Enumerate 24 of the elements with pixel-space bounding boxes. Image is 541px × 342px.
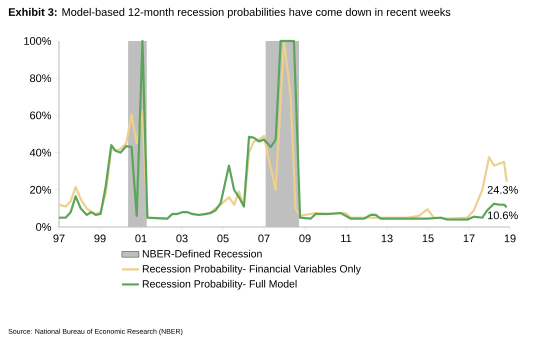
x-tick-label: 09 bbox=[299, 234, 311, 242]
x-tick-label: 15 bbox=[422, 234, 434, 242]
y-tick-label: 80% bbox=[30, 74, 52, 82]
y-tick-label: 40% bbox=[30, 148, 52, 156]
legend-label: NBER-Defined Recession bbox=[142, 250, 262, 258]
x-tick-label: 03 bbox=[176, 234, 188, 242]
chart-title: Exhibit 3: Model-based 12-month recession probabilities have come down in recent weeks bbox=[8, 8, 450, 18]
x-tick-label: 01 bbox=[135, 234, 147, 242]
annotation: 10.6% bbox=[488, 211, 518, 220]
x-tick-label: 99 bbox=[94, 234, 106, 242]
x-tick-label: 07 bbox=[258, 234, 270, 242]
x-tick-label: 13 bbox=[382, 234, 393, 242]
legend-label: Recession Probability- Full Model bbox=[142, 280, 297, 290]
y-tick-label: 0% bbox=[36, 223, 52, 231]
y-tick-label: 60% bbox=[30, 112, 52, 120]
y-tick-label: 20% bbox=[30, 186, 52, 194]
x-tick-label: 19 bbox=[504, 234, 516, 242]
x-tick-label: 17 bbox=[464, 234, 475, 242]
x-tick-label: 05 bbox=[217, 234, 229, 242]
x-tick-label: 97 bbox=[53, 234, 65, 242]
y-tick-label: 100% bbox=[24, 37, 52, 45]
legend-label: Recession Probability- Financial Variables Only bbox=[142, 264, 361, 275]
annotation: 24.3% bbox=[488, 186, 518, 194]
x-tick-label: 11 bbox=[341, 234, 352, 242]
